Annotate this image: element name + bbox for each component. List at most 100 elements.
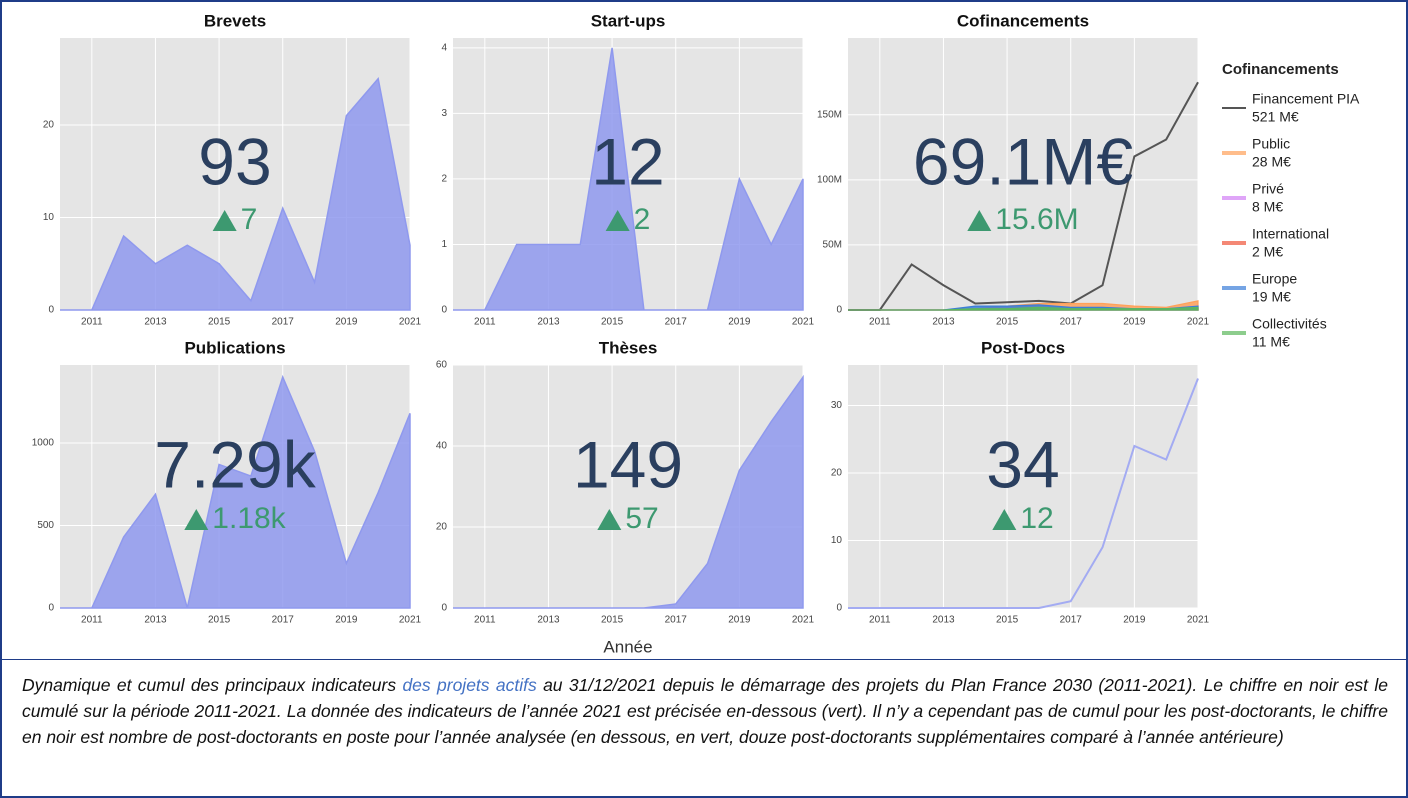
y-tick-label: 4 xyxy=(441,42,447,53)
kpi-value: 12 xyxy=(591,124,664,198)
legend-total: 521 M€ xyxy=(1252,109,1299,125)
y-tick-label: 0 xyxy=(441,603,447,614)
x-tick-label: 2011 xyxy=(81,615,103,626)
legend-label: Collectivités xyxy=(1252,316,1327,332)
x-tick-label: 2019 xyxy=(728,615,751,626)
legend-label: Privé xyxy=(1252,181,1284,197)
legend-total: 11 M€ xyxy=(1252,334,1290,350)
caption-link[interactable]: des projets actifs xyxy=(402,675,537,695)
x-tick-label: 2017 xyxy=(272,615,295,626)
x-tick-label: 2021 xyxy=(1187,317,1210,328)
legend-label: Financement PIA xyxy=(1252,91,1360,107)
x-tick-label: 2017 xyxy=(665,317,688,328)
x-tick-label: 2021 xyxy=(399,615,422,626)
y-tick-label: 150M xyxy=(817,109,842,120)
caption-text: au 31/12/2021 depuis le démarrage des pr… xyxy=(22,675,1389,747)
x-tick-label: 2011 xyxy=(869,615,891,626)
y-tick-label: 50M xyxy=(823,240,842,251)
legend-total: 19 M€ xyxy=(1252,289,1291,305)
legend-total: 8 M€ xyxy=(1252,199,1283,215)
kpi-value: 93 xyxy=(198,124,271,198)
y-tick-label: 10 xyxy=(831,535,843,546)
kpi-value: 149 xyxy=(573,427,683,501)
legend-title: Cofinancements xyxy=(1222,61,1339,78)
x-tick-label: 2017 xyxy=(1060,317,1083,328)
y-tick-label: 20 xyxy=(831,468,843,479)
chart-title: Thèses xyxy=(599,338,658,357)
kpi-delta: 15.6M xyxy=(995,203,1078,236)
x-tick-label: 2015 xyxy=(208,615,231,626)
x-tick-label: 2015 xyxy=(996,615,1019,626)
kpi-delta: 2 xyxy=(634,203,651,236)
area xyxy=(60,77,411,311)
x-tick-label: 2011 xyxy=(474,615,496,626)
x-tick-label: 2019 xyxy=(335,615,358,626)
kpi-delta: 1.18k xyxy=(212,502,286,535)
kpi-value: 34 xyxy=(986,427,1059,501)
x-tick-label: 2013 xyxy=(932,317,955,328)
y-tick-label: 0 xyxy=(48,603,54,614)
kpi-delta: 7 xyxy=(241,203,258,236)
y-tick-label: 100M xyxy=(817,174,842,185)
x-tick-label: 2015 xyxy=(601,317,624,328)
legend-label: International xyxy=(1252,226,1329,242)
area xyxy=(453,47,804,311)
y-tick-label: 40 xyxy=(436,441,448,452)
kpi-delta: 57 xyxy=(625,502,658,535)
x-tick-label: 2013 xyxy=(144,317,167,328)
x-tick-label: 2017 xyxy=(665,615,688,626)
y-tick-label: 20 xyxy=(43,120,55,131)
y-tick-label: 1000 xyxy=(32,438,55,449)
x-axis-title: Année xyxy=(603,637,652,656)
y-tick-label: 500 xyxy=(37,520,54,531)
x-tick-label: 2019 xyxy=(335,317,358,328)
line xyxy=(848,378,1199,609)
x-tick-label: 2017 xyxy=(1060,615,1083,626)
area xyxy=(60,374,411,609)
chart-title: Post-Docs xyxy=(981,338,1065,357)
plot-background xyxy=(848,38,1198,310)
x-tick-label: 2021 xyxy=(792,615,815,626)
line xyxy=(848,81,1199,311)
delta-arrow xyxy=(967,210,992,231)
x-tick-label: 2015 xyxy=(601,615,624,626)
x-tick-label: 2021 xyxy=(792,317,815,328)
x-tick-label: 2017 xyxy=(272,317,295,328)
caption: Dynamique et cumul des principaux indica… xyxy=(22,672,1388,750)
y-tick-label: 0 xyxy=(441,305,447,316)
legend-total: 2 M€ xyxy=(1252,244,1283,260)
kpi-value: 69.1M€ xyxy=(913,124,1133,198)
chart-title: Cofinancements xyxy=(957,11,1089,30)
area xyxy=(453,374,804,609)
area xyxy=(848,306,1199,311)
delta-arrow xyxy=(605,210,630,231)
y-tick-label: 1 xyxy=(441,239,447,250)
delta-arrow xyxy=(212,210,237,231)
x-tick-label: 2011 xyxy=(869,317,891,328)
y-tick-label: 30 xyxy=(831,400,843,411)
delta-arrow xyxy=(992,509,1017,530)
x-tick-label: 2011 xyxy=(81,317,103,328)
x-tick-label: 2013 xyxy=(144,615,167,626)
x-tick-label: 2013 xyxy=(932,615,955,626)
separator xyxy=(2,659,1406,660)
y-tick-label: 0 xyxy=(836,305,842,316)
x-tick-label: 2019 xyxy=(1123,615,1146,626)
y-tick-label: 3 xyxy=(441,108,447,119)
legend-total: 28 M€ xyxy=(1252,154,1291,170)
x-tick-label: 2015 xyxy=(208,317,231,328)
kpi-delta: 12 xyxy=(1020,502,1053,535)
legend-label: Public xyxy=(1252,136,1290,152)
legend-label: Europe xyxy=(1252,271,1297,287)
chart-title: Publications xyxy=(184,338,285,357)
x-tick-label: 2015 xyxy=(996,317,1019,328)
y-tick-label: 60 xyxy=(436,360,448,371)
x-tick-label: 2019 xyxy=(1123,317,1146,328)
x-tick-label: 2021 xyxy=(399,317,422,328)
delta-arrow xyxy=(184,509,209,530)
delta-arrow xyxy=(597,509,622,530)
y-tick-label: 20 xyxy=(436,522,448,533)
y-tick-label: 0 xyxy=(48,305,54,316)
